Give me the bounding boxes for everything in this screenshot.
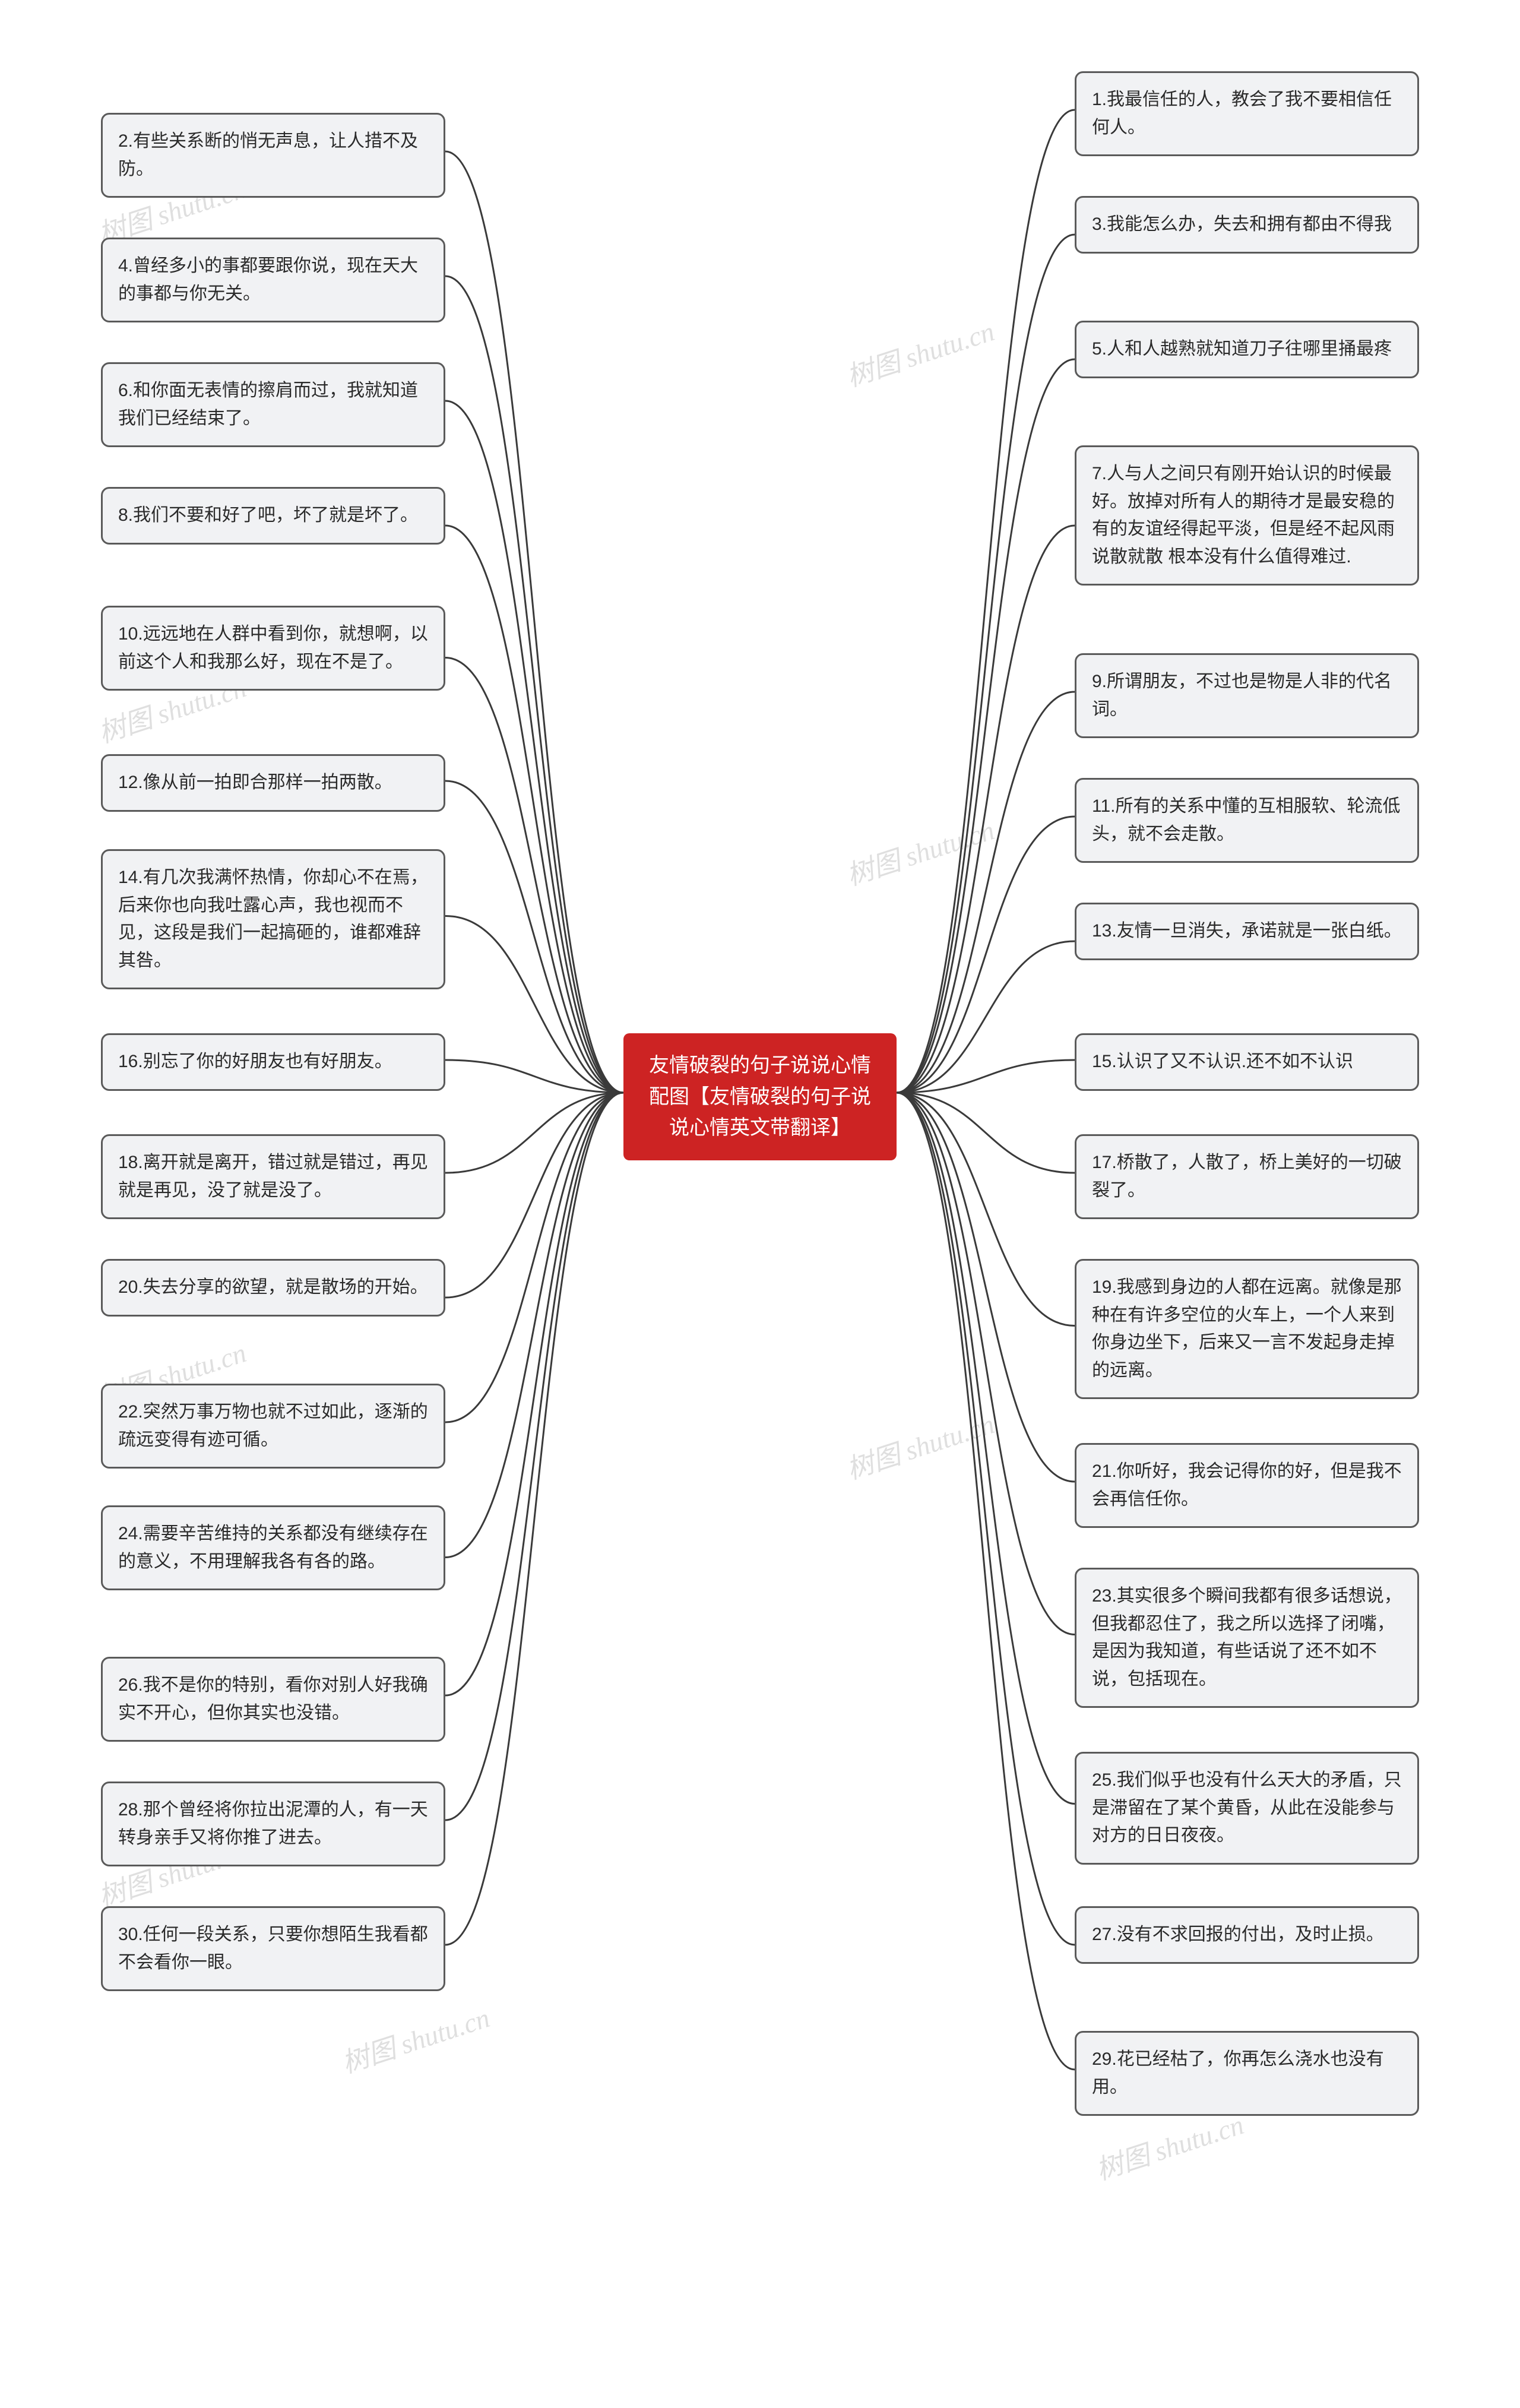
leaf-node-5: 5.人和人越熟就知道刀子往哪里捅最疼 [1075,321,1419,378]
leaf-node-10: 10.远远地在人群中看到你，就想啊，以前这个人和我那么好，现在不是了。 [101,606,445,691]
leaf-node-17: 17.桥散了，人散了，桥上美好的一切破裂了。 [1075,1134,1419,1219]
edge-2 [445,151,623,1093]
leaf-node-30: 30.任何一段关系，只要你想陌生我看都不会看你一眼。 [101,1906,445,1991]
edge-1 [897,110,1075,1093]
leaf-node-24: 24.需要辛苦维持的关系都没有继续存在的意义，不用理解我各有各的路。 [101,1505,445,1590]
edge-13 [897,941,1075,1093]
edge-4 [445,276,623,1093]
leaf-node-20: 20.失去分享的欲望，就是散场的开始。 [101,1259,445,1317]
leaf-node-16: 16.别忘了你的好朋友也有好朋友。 [101,1033,445,1091]
leaf-node-21: 21.你听好，我会记得你的好，但是我不会再信任你。 [1075,1443,1419,1528]
edge-26 [445,1093,623,1695]
edge-3 [897,235,1075,1093]
leaf-node-2: 2.有些关系断的悄无声息，让人措不及防。 [101,113,445,198]
edge-29 [897,1093,1075,2070]
leaf-node-29: 29.花已经枯了，你再怎么浇水也没有用。 [1075,2031,1419,2116]
edge-17 [897,1093,1075,1173]
leaf-node-25: 25.我们似乎也没有什么天大的矛盾，只是滞留在了某个黄昏，从此在没能参与对方的日… [1075,1752,1419,1865]
edge-9 [897,692,1075,1093]
edge-10 [445,658,623,1093]
edge-12 [445,781,623,1093]
leaf-node-4: 4.曾经多小的事都要跟你说，现在天大的事都与你无关。 [101,238,445,322]
leaf-node-9: 9.所谓朋友，不过也是物是人非的代名词。 [1075,653,1419,738]
center-node: 友情破裂的句子说说心情配图【友情破裂的句子说说心情英文带翻译】 [623,1033,897,1160]
leaf-node-1: 1.我最信任的人，教会了我不要相信任何人。 [1075,71,1419,156]
edge-24 [445,1093,623,1558]
edge-22 [445,1093,623,1422]
leaf-node-15: 15.认识了又不认识.还不如不认识 [1075,1033,1419,1091]
leaf-node-28: 28.那个曾经将你拉出泥潭的人，有一天转身亲手又将你推了进去。 [101,1782,445,1866]
edge-30 [445,1093,623,1945]
leaf-node-8: 8.我们不要和好了吧，坏了就是坏了。 [101,487,445,545]
leaf-node-26: 26.我不是你的特别，看你对别人好我确实不开心，但你其实也没错。 [101,1657,445,1742]
edge-23 [897,1093,1075,1635]
leaf-node-11: 11.所有的关系中懂的互相服软、轮流低头，就不会走散。 [1075,778,1419,863]
leaf-node-19: 19.我感到身边的人都在远离。就像是那种在有许多空位的火车上，一个人来到你身边坐… [1075,1259,1419,1399]
mindmap-canvas: 树图 shutu.cn树图 shutu.cn树图 shutu.cn树图 shut… [0,0,1520,2408]
leaf-node-13: 13.友情一旦消失，承诺就是一张白纸。 [1075,903,1419,960]
leaf-node-18: 18.离开就是离开，错过就是错过，再见就是再见，没了就是没了。 [101,1134,445,1219]
edge-8 [445,526,623,1093]
leaf-node-14: 14.有几次我满怀热情，你却心不在焉，后来你也向我吐露心声，我也视而不见，这段是… [101,849,445,989]
edge-5 [897,359,1075,1093]
leaf-node-22: 22.突然万事万物也就不过如此，逐渐的疏远变得有迹可循。 [101,1384,445,1469]
leaf-node-23: 23.其实很多个瞬间我都有很多话想说，但我都忍住了，我之所以选择了闭嘴，是因为我… [1075,1568,1419,1708]
edge-28 [445,1093,623,1820]
edge-6 [445,401,623,1093]
edge-25 [897,1093,1075,1804]
leaf-node-6: 6.和你面无表情的擦肩而过，我就知道我们已经结束了。 [101,362,445,447]
edge-21 [897,1093,1075,1482]
edge-11 [897,817,1075,1093]
leaf-node-7: 7.人与人之间只有刚开始认识的时候最好。放掉对所有人的期待才是最安稳的有的友谊经… [1075,445,1419,586]
leaf-node-27: 27.没有不求回报的付出，及时止损。 [1075,1906,1419,1964]
edge-27 [897,1093,1075,1945]
leaf-node-12: 12.像从前一拍即合那样一拍两散。 [101,754,445,812]
leaf-node-3: 3.我能怎么办，失去和拥有都由不得我 [1075,196,1419,254]
